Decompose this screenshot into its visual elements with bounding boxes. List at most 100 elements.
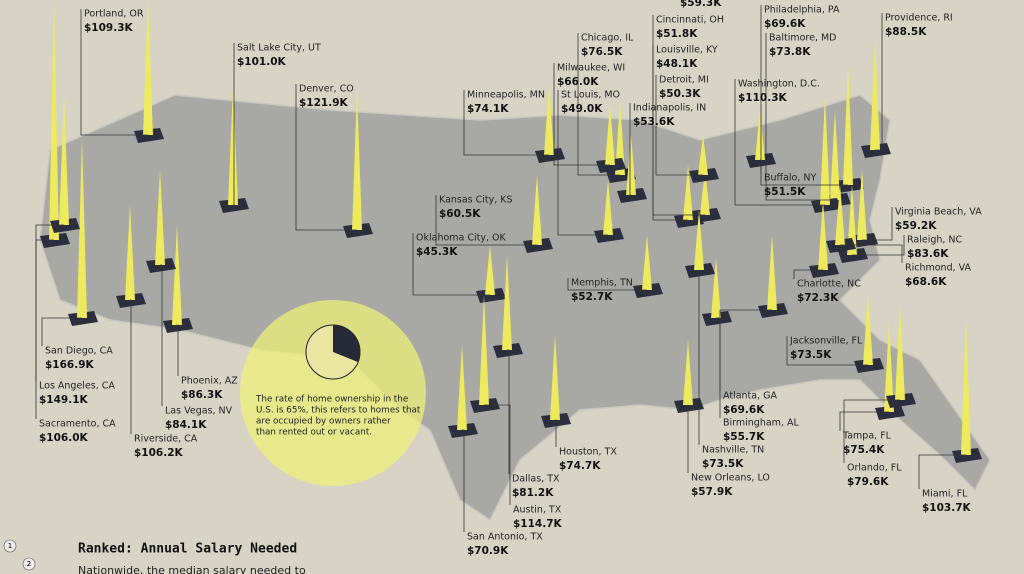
leader-line <box>463 90 549 156</box>
leader-line <box>918 454 966 489</box>
city-footprint <box>68 311 98 326</box>
city-footprint <box>886 393 916 408</box>
annotation-line: The rate of home ownership in the <box>255 395 408 405</box>
city-salary: $69.6K <box>723 404 765 416</box>
city-name: Phoenix, AZ <box>181 376 238 387</box>
city-footprint <box>40 233 70 248</box>
leader-line <box>765 33 835 201</box>
leader-line <box>233 43 235 206</box>
city-name: Jacksonville, FL <box>789 336 863 347</box>
city-footprint <box>476 288 506 303</box>
city-name: New Orleans, LO <box>691 473 770 484</box>
city-salary: $57.9K <box>691 486 733 498</box>
salary-spike <box>77 138 87 318</box>
salary-spike <box>605 105 615 165</box>
city-name: Sacramento, CA <box>39 419 116 430</box>
annotation-line: are occupied by owners rather <box>256 417 391 427</box>
city-salary: $52.7K <box>571 291 613 303</box>
salary-spike <box>550 335 560 420</box>
city-salary: $149.1K <box>39 394 89 406</box>
city-salary: $75.4K <box>843 444 885 456</box>
city-footprint <box>134 128 164 143</box>
leader-line <box>130 299 132 434</box>
leader-line <box>35 224 64 419</box>
city-salary: $121.9K <box>299 97 349 109</box>
city-salary: $55.7K <box>723 431 765 443</box>
page-dot <box>22 557 36 571</box>
salary-spike <box>457 345 467 430</box>
annotation-line: U.S. is 65%, this refers to homes that <box>256 406 421 416</box>
leader-line <box>716 317 721 418</box>
leader-line <box>852 235 905 256</box>
city-footprint <box>685 263 715 278</box>
city-name: Buffalo, NY <box>764 173 817 184</box>
city-footprint <box>838 248 868 263</box>
leader-line <box>435 195 537 246</box>
city-salary: $70.9K <box>467 545 509 557</box>
city-salary: $76.5K <box>581 46 623 58</box>
city-footprint <box>952 448 982 463</box>
city-name: Indianapolis, IN <box>633 103 706 114</box>
city-labels: Portland, OR $109.3K Salt Lake City, UT $10… <box>35 5 982 557</box>
city-name: Austin, TX <box>513 505 562 516</box>
city-salary: $86.3K <box>181 389 223 401</box>
leader-line <box>786 336 868 366</box>
page-number: 2 <box>27 560 31 568</box>
city-footprint <box>596 158 626 173</box>
salary-spike <box>863 295 873 365</box>
city-name: San Diego, CA <box>45 346 113 357</box>
salary-spike <box>615 100 625 175</box>
city-footprint <box>448 423 478 438</box>
city-salary: $51.8K <box>656 28 698 40</box>
city-salary: $79.6K <box>847 476 889 488</box>
city-salary: $74.7K <box>559 460 601 472</box>
salary-spike <box>755 110 765 160</box>
salary-spike <box>544 85 554 155</box>
city-name: Portland, OR <box>84 9 144 20</box>
city-name: Riverside, CA <box>134 434 198 445</box>
city-salary: $73.5K <box>702 458 744 470</box>
leader-line <box>177 324 179 376</box>
city-footprint <box>674 398 704 413</box>
city-name: Milwaukee, WI <box>557 63 625 74</box>
salary-spike <box>642 235 652 290</box>
leader-line <box>555 419 557 447</box>
city-name: Tampa, FL <box>842 431 892 442</box>
city-salary: $68.6K <box>905 276 947 288</box>
salary-spike <box>603 180 613 235</box>
leader-line <box>655 75 703 176</box>
city-footprint <box>674 213 704 228</box>
leader-line <box>760 5 848 186</box>
salary-spike <box>843 65 853 185</box>
city-salary: $109.3K <box>84 22 134 34</box>
leader-line <box>875 13 883 151</box>
city-salary: $88.5K <box>885 26 927 38</box>
city-footprint <box>493 343 523 358</box>
city-salary: $106.0K <box>39 432 89 444</box>
city-footprint <box>809 263 839 278</box>
annotation-circle <box>240 300 426 486</box>
city-salary: $166.9K <box>45 359 95 371</box>
leader-line <box>577 33 620 176</box>
salary-spike <box>155 170 165 265</box>
leader-line <box>507 349 510 474</box>
salary-spike <box>961 320 971 455</box>
footer-title: Ranked: Annual Salary Needed <box>78 542 297 557</box>
city-name: Virginia Beach, VA <box>895 207 982 218</box>
city-salary: $83.6K <box>907 248 949 260</box>
city-footprint <box>811 198 841 213</box>
leader-line <box>41 317 82 346</box>
leader-line <box>839 411 889 431</box>
city-footprint <box>758 303 788 318</box>
city-salary: $101.0K <box>237 56 287 68</box>
salary-spike <box>626 135 636 195</box>
salary-spike <box>818 200 828 270</box>
city-footprint <box>702 311 732 326</box>
salary-spike <box>820 95 830 205</box>
salary-spike <box>479 295 489 405</box>
salary-spike <box>59 95 69 225</box>
city-name: Oklahoma City, OK <box>416 233 507 244</box>
city-name: Denver, CO <box>299 84 354 95</box>
